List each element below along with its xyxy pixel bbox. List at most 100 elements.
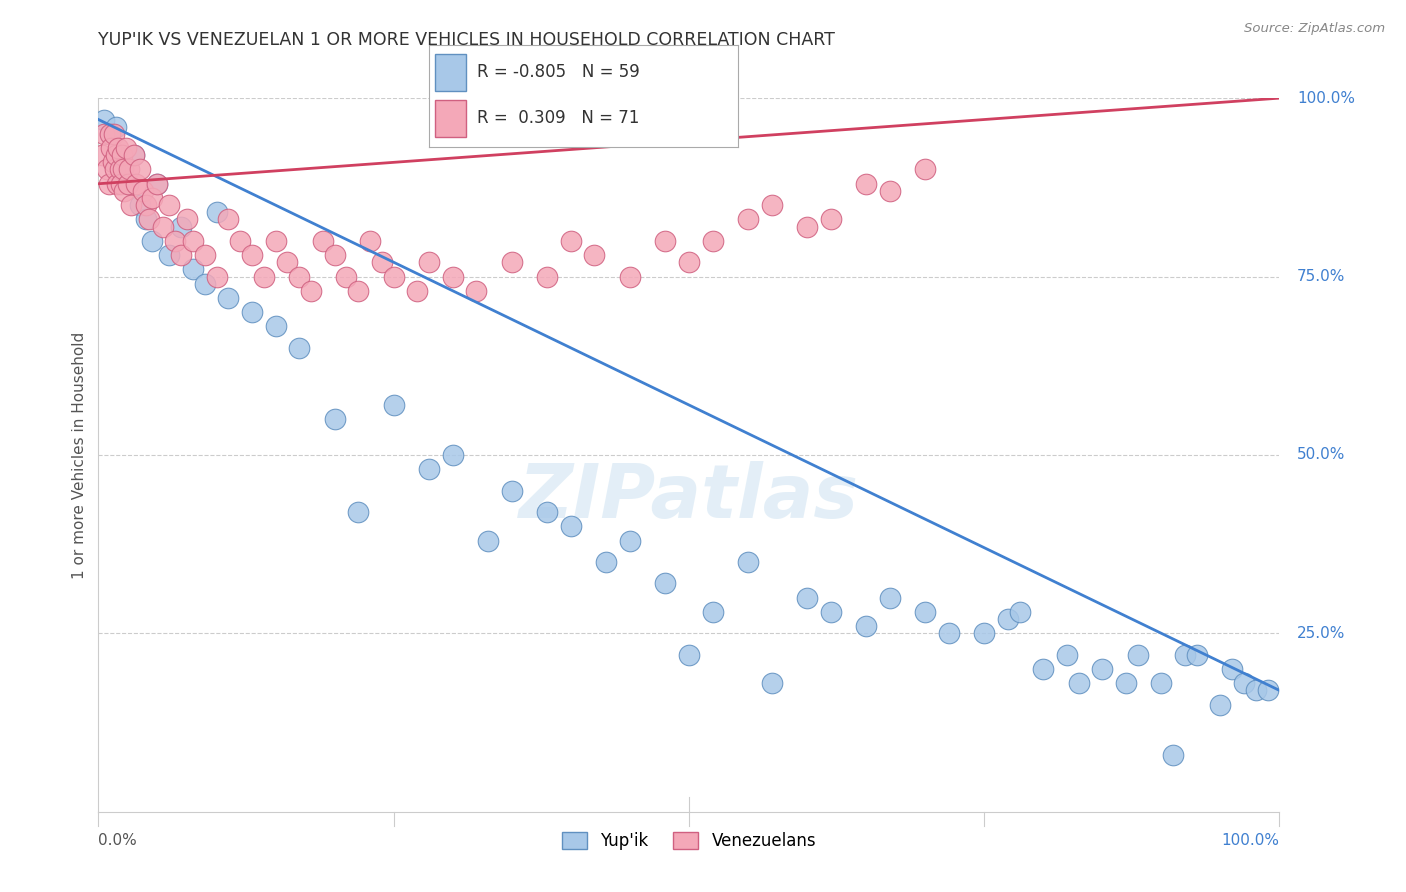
- Point: [1067, 676, 1090, 690]
- Point: [181, 262, 204, 277]
- Point: [299, 284, 322, 298]
- Point: [820, 605, 842, 619]
- Point: [288, 269, 311, 284]
- Point: [253, 269, 276, 284]
- Point: [702, 605, 724, 619]
- Point: [371, 255, 394, 269]
- Point: [132, 184, 155, 198]
- Point: [796, 591, 818, 605]
- Point: [114, 141, 136, 155]
- Point: [117, 177, 139, 191]
- Point: [737, 212, 759, 227]
- Point: [176, 212, 198, 227]
- Point: [595, 555, 617, 569]
- Point: [997, 612, 1019, 626]
- Point: [477, 533, 499, 548]
- Point: [165, 234, 187, 248]
- Point: [382, 398, 405, 412]
- Text: 25.0%: 25.0%: [1298, 626, 1346, 640]
- Point: [141, 234, 163, 248]
- Point: [112, 184, 135, 198]
- Point: [146, 177, 169, 191]
- Point: [128, 162, 150, 177]
- Point: [441, 448, 464, 462]
- Y-axis label: 1 or more Vehicles in Household: 1 or more Vehicles in Household: [72, 331, 87, 579]
- Point: [125, 177, 148, 191]
- Point: [122, 148, 145, 162]
- Point: [678, 255, 700, 269]
- Point: [737, 555, 759, 569]
- FancyBboxPatch shape: [434, 100, 465, 137]
- Point: [938, 626, 960, 640]
- Point: [98, 127, 121, 141]
- Point: [121, 198, 143, 212]
- Point: [138, 212, 160, 227]
- Point: [702, 234, 724, 248]
- Point: [98, 127, 121, 141]
- Point: [152, 219, 174, 234]
- Point: [91, 148, 114, 162]
- Point: [157, 248, 180, 262]
- Point: [820, 212, 842, 227]
- Point: [264, 234, 287, 248]
- Point: [654, 576, 676, 591]
- Point: [879, 591, 901, 605]
- Text: YUP'IK VS VENEZUELAN 1 OR MORE VEHICLES IN HOUSEHOLD CORRELATION CHART: YUP'IK VS VENEZUELAN 1 OR MORE VEHICLES …: [98, 31, 835, 49]
- Point: [1233, 676, 1256, 690]
- Point: [501, 483, 523, 498]
- Point: [382, 269, 405, 284]
- Point: [96, 162, 118, 177]
- Point: [1056, 648, 1078, 662]
- Point: [560, 519, 582, 533]
- Point: [761, 198, 783, 212]
- Point: [1008, 605, 1031, 619]
- FancyBboxPatch shape: [434, 54, 465, 91]
- Point: [1091, 662, 1114, 676]
- Point: [93, 112, 115, 127]
- Point: [347, 284, 370, 298]
- Point: [135, 198, 157, 212]
- Point: [441, 269, 464, 284]
- Point: [194, 277, 217, 291]
- Text: 50.0%: 50.0%: [1298, 448, 1346, 462]
- Point: [146, 177, 169, 191]
- Point: [100, 141, 122, 155]
- Point: [105, 177, 128, 191]
- Point: [111, 148, 134, 162]
- Point: [111, 162, 134, 177]
- Point: [761, 676, 783, 690]
- Point: [107, 141, 129, 155]
- Text: R = -0.805   N = 59: R = -0.805 N = 59: [477, 63, 640, 81]
- Point: [1244, 683, 1267, 698]
- Point: [205, 205, 228, 219]
- Point: [1032, 662, 1054, 676]
- Text: 0.0%: 0.0%: [98, 833, 138, 848]
- Point: [1185, 648, 1208, 662]
- Point: [1220, 662, 1243, 676]
- Point: [418, 255, 440, 269]
- Point: [128, 198, 150, 212]
- Point: [347, 505, 370, 519]
- Text: R =  0.309   N = 71: R = 0.309 N = 71: [477, 110, 640, 128]
- Point: [240, 305, 263, 319]
- Point: [323, 412, 346, 426]
- Point: [288, 341, 311, 355]
- Point: [973, 626, 995, 640]
- Point: [135, 212, 157, 227]
- Text: Source: ZipAtlas.com: Source: ZipAtlas.com: [1244, 22, 1385, 36]
- Point: [105, 148, 128, 162]
- Point: [122, 148, 145, 162]
- Point: [194, 248, 217, 262]
- Point: [170, 248, 193, 262]
- Point: [93, 127, 115, 141]
- Point: [323, 248, 346, 262]
- Point: [181, 234, 204, 248]
- Point: [141, 191, 163, 205]
- Point: [157, 198, 180, 212]
- Point: [583, 248, 606, 262]
- Point: [229, 234, 252, 248]
- Point: [110, 177, 132, 191]
- Point: [240, 248, 263, 262]
- Point: [170, 219, 193, 234]
- Point: [1209, 698, 1232, 712]
